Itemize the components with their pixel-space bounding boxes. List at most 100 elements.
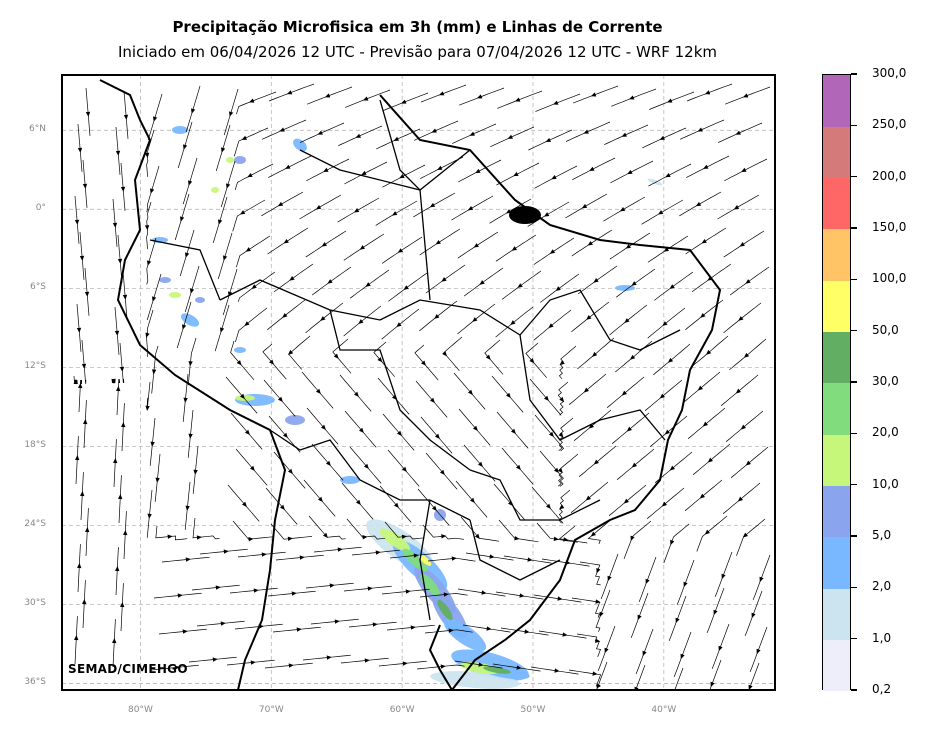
colorbar-label: 150,0 (872, 220, 907, 234)
border-line (519, 289, 681, 351)
streamline-arrow (212, 657, 218, 662)
precipitation-cell (379, 528, 411, 552)
streamline (457, 231, 499, 259)
streamline (635, 664, 646, 690)
streamline (492, 663, 541, 672)
map-frame (61, 74, 776, 691)
precipitation-cell (235, 395, 255, 401)
streamline (337, 197, 380, 223)
streamline-arrow (435, 239, 441, 245)
streamline-arrow (223, 549, 229, 554)
streamline (503, 555, 552, 564)
streamline-arrow (288, 663, 294, 668)
streamline-arrow (559, 360, 565, 366)
streamline-arrow (637, 614, 642, 621)
streamline (120, 162, 126, 211)
streamline-arrow (623, 498, 629, 504)
streamline (630, 592, 649, 639)
streamline (525, 342, 547, 378)
streamline-arrow (355, 133, 361, 138)
streamline-arrow (583, 387, 589, 393)
streamline-arrow (748, 684, 753, 690)
streamline (606, 376, 645, 408)
streamline-arrow (472, 425, 478, 432)
streamline-arrow (443, 592, 449, 597)
streamline-arrow (377, 357, 383, 363)
streamline-arrow (114, 330, 120, 336)
streamline (227, 484, 260, 522)
streamline-arrow (669, 284, 675, 289)
streamline (684, 479, 723, 511)
streamline (425, 264, 466, 294)
streamline-arrow (645, 578, 650, 585)
streamline-arrow (225, 183, 231, 189)
streamline-arrow (607, 575, 612, 582)
streamline (236, 91, 277, 115)
streamline-arrow (359, 245, 366, 250)
streamline-arrow (399, 173, 405, 179)
streamline-arrow (317, 496, 323, 503)
streamline (381, 236, 423, 264)
streamline-arrow (549, 249, 556, 254)
streamline-arrow (675, 617, 680, 624)
streamline-arrow (670, 539, 675, 546)
streamline-arrow (431, 505, 437, 512)
border-line (469, 519, 561, 581)
streamline (647, 307, 686, 339)
streamline-arrow (666, 98, 673, 103)
colorbar-label: 100,0 (872, 271, 907, 286)
streamline-arrow (527, 557, 533, 562)
streamline (414, 344, 439, 381)
streamline-arrow (261, 552, 267, 557)
streamline-arrow (151, 296, 157, 302)
streamline-arrow (589, 166, 595, 171)
streamline-arrow (745, 460, 751, 466)
streamline-arrow (155, 477, 160, 483)
streamline-arrow (441, 534, 447, 539)
streamline-arrow (514, 536, 520, 541)
colorbar-tick (851, 637, 857, 640)
streamline-arrow (739, 242, 745, 247)
streamline (558, 345, 577, 380)
lat-label: 36°S (24, 677, 46, 688)
streamline-arrow (507, 134, 513, 139)
colorbar-tick (851, 535, 857, 537)
streamline-arrow (543, 395, 549, 402)
streamline (305, 230, 347, 258)
colorbar-segment (823, 177, 850, 230)
streamline (146, 381, 151, 410)
streamline (76, 303, 82, 352)
streamline-arrow (431, 128, 437, 133)
streamline (623, 520, 652, 559)
streamline-arrow (642, 650, 647, 657)
streamline-arrow (393, 136, 400, 141)
streamline-arrow (249, 465, 255, 472)
streamline-arrow (117, 258, 123, 264)
precipitation-field (152, 126, 663, 689)
precipitation-cell (211, 187, 219, 193)
streamline-arrow (355, 499, 361, 506)
streamline-arrow (737, 496, 743, 502)
streamline-arrow (657, 210, 664, 215)
streamline-arrow (485, 354, 491, 360)
streamline-arrow (467, 205, 474, 211)
streamline-arrow (489, 554, 495, 559)
precipitation-cell (285, 415, 305, 425)
streamline-arrow (144, 225, 150, 231)
streamline-arrow (630, 535, 635, 542)
streamline-arrow (662, 321, 668, 327)
streamline-arrow (174, 665, 180, 670)
streamline (225, 376, 258, 414)
streamline (417, 488, 450, 526)
precipitation-cell (443, 618, 487, 652)
streamline (338, 125, 383, 147)
streamline-arrow (190, 108, 196, 114)
streamline-arrow (193, 469, 198, 475)
streamline (668, 595, 687, 642)
lat-label: 12°S (24, 361, 46, 372)
streamline (82, 159, 88, 208)
streamline (609, 232, 651, 260)
streamline (498, 519, 539, 543)
streamline-arrow (680, 653, 685, 660)
colorbar-label: 200,0 (872, 168, 907, 183)
